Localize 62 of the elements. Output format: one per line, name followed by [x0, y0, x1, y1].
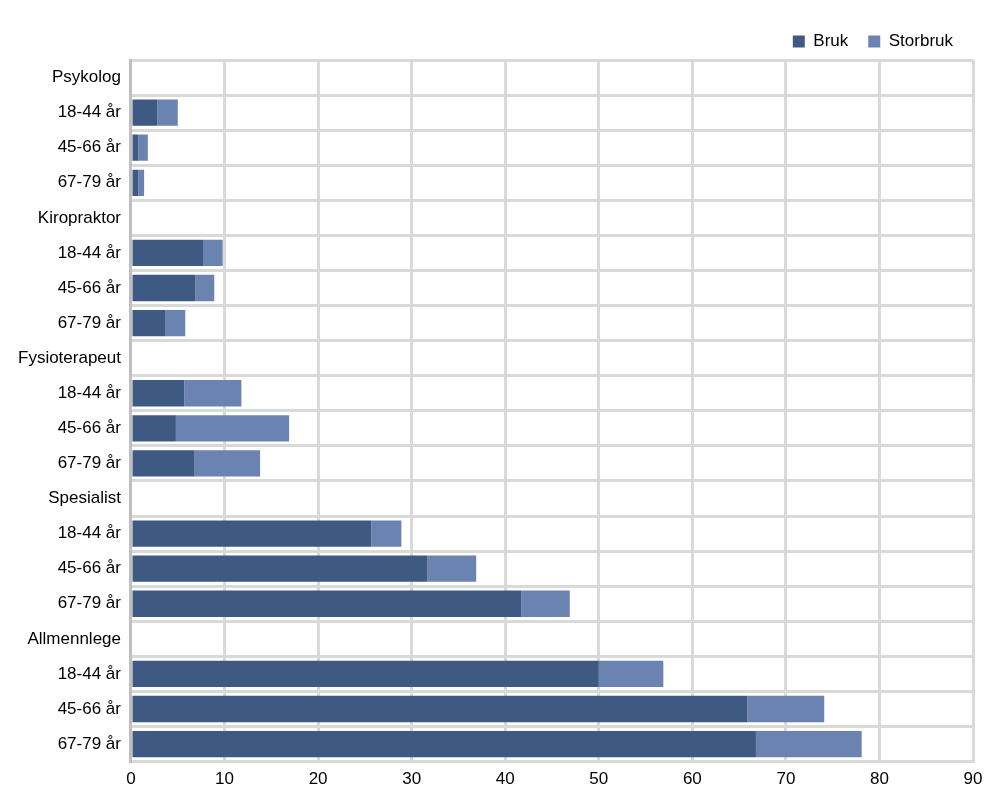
y-tick-label: 67-79 år	[57, 593, 122, 613]
bar	[132, 99, 158, 126]
bar	[195, 274, 215, 302]
y-tick-label: Fysioterapeut	[18, 347, 122, 367]
bar	[427, 555, 477, 582]
bar	[132, 450, 195, 477]
x-tick-label: 70	[776, 769, 796, 789]
bar	[132, 730, 756, 758]
y-tick-label: 18-44 år	[57, 523, 122, 543]
bar	[132, 590, 522, 617]
y-tick-label: 67-79 år	[57, 312, 122, 332]
bar	[132, 169, 139, 196]
x-tick-label: 10	[215, 769, 235, 789]
y-tick-label: Spesialist	[48, 488, 122, 508]
y-tick-label: 18-44 år	[57, 242, 122, 262]
bar	[175, 415, 290, 442]
y-tick-label: 67-79 år	[57, 733, 122, 753]
y-tick-label: 45-66 år	[57, 698, 122, 718]
y-tick-label: 18-44 år	[57, 102, 122, 122]
x-tick-label: 40	[495, 769, 515, 789]
x-tick-label: 90	[963, 769, 983, 789]
bar	[194, 450, 261, 477]
bar	[132, 415, 176, 442]
y-tick-label: 45-66 år	[57, 558, 122, 578]
bar	[132, 555, 428, 582]
bar	[132, 380, 185, 407]
y-tick-label: Kiropraktor	[37, 207, 122, 227]
legend-label: Storbruk	[888, 31, 954, 51]
bar	[521, 590, 570, 617]
bar	[132, 134, 139, 161]
x-tick-label: 30	[402, 769, 422, 789]
y-tick-label: 67-79 år	[57, 172, 122, 192]
y-tick-label: 67-79 år	[57, 453, 122, 473]
y-tick-label: 45-66 år	[57, 277, 122, 297]
bar	[157, 99, 178, 126]
bar	[598, 660, 664, 688]
x-tick-label: 0	[126, 769, 136, 789]
bar	[371, 520, 402, 547]
y-tick-label: 45-66 år	[57, 418, 122, 438]
bar	[132, 695, 748, 723]
bar	[132, 239, 204, 267]
x-tick-label: 50	[589, 769, 609, 789]
y-tick-label: Psykolog	[52, 67, 121, 87]
x-tick-label: 60	[682, 769, 702, 789]
bar	[132, 274, 196, 302]
bar	[165, 309, 186, 337]
y-tick-label: Allmennlege	[27, 628, 121, 648]
bar	[184, 380, 242, 407]
bar	[203, 239, 223, 267]
y-tick-label: 18-44 år	[57, 663, 122, 683]
bar	[755, 730, 862, 758]
bar	[132, 520, 372, 547]
bar	[138, 134, 148, 161]
bar	[138, 169, 145, 196]
bar	[747, 695, 825, 723]
y-tick-label: 45-66 år	[57, 137, 122, 157]
x-tick-label: 20	[308, 769, 328, 789]
x-tick-label: 80	[869, 769, 889, 789]
y-tick-label: 18-44 år	[57, 382, 122, 402]
bar	[132, 309, 166, 337]
bar	[132, 660, 599, 688]
legend-label: Bruk	[813, 31, 849, 51]
